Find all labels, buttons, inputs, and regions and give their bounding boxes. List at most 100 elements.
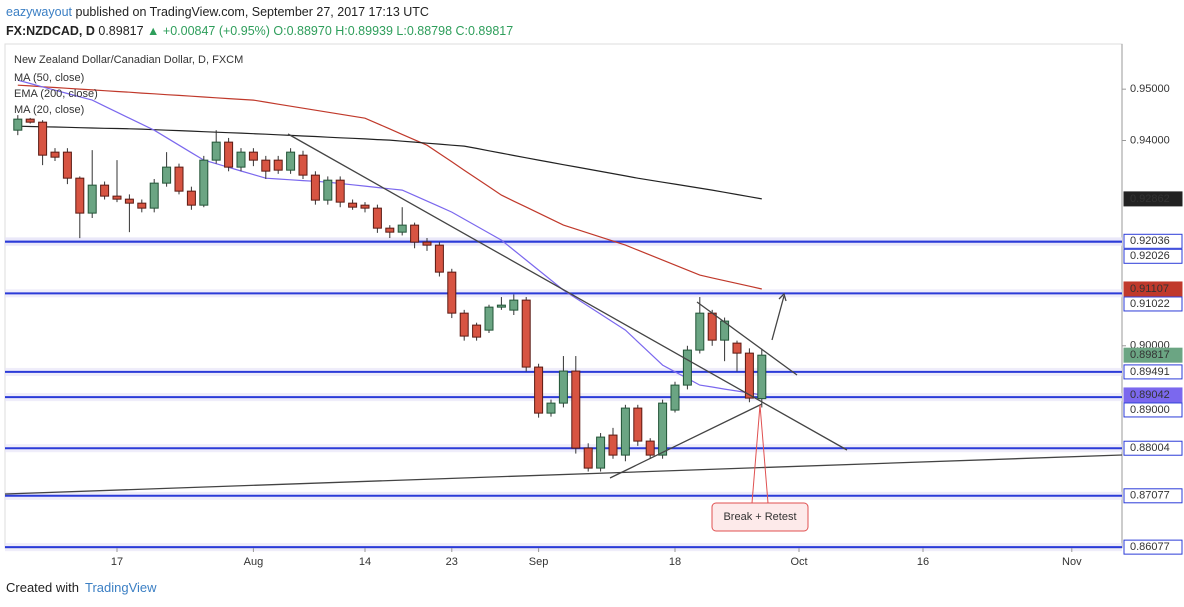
brand[interactable]: TradingView xyxy=(84,580,157,595)
candle-body xyxy=(459,312,469,337)
callout-text: Break + Retest xyxy=(723,511,796,523)
created: Created with xyxy=(6,580,79,595)
callout-pointer xyxy=(751,404,761,504)
candle-body xyxy=(583,447,593,469)
candle-body xyxy=(174,166,184,192)
candle-body xyxy=(546,402,556,414)
x-tick-label: Aug xyxy=(244,556,264,568)
candle-body xyxy=(13,118,23,131)
candle-body xyxy=(186,190,196,206)
price-badge-label: 0.91022 xyxy=(1130,298,1170,310)
x-tick-label: Sep xyxy=(529,556,549,568)
price-badge xyxy=(1123,296,1183,312)
x-tick-label: 18 xyxy=(669,556,681,568)
arrow xyxy=(771,295,785,341)
candle-body xyxy=(323,179,333,201)
candle-body xyxy=(596,436,606,469)
candle-body xyxy=(633,407,643,442)
price-badge-label: 0.92036 xyxy=(1130,235,1170,247)
candle-body xyxy=(744,352,754,399)
trendline xyxy=(287,133,848,451)
candle-body xyxy=(137,202,147,209)
x-tick-label: 23 xyxy=(446,556,458,568)
candle-body xyxy=(620,407,630,456)
candle-body xyxy=(162,166,172,184)
user[interactable]: eazywayout xyxy=(6,5,73,19)
footer: Created with TradingView xyxy=(6,580,157,595)
price-badge-label: 0.92862 xyxy=(1130,193,1170,205)
candle-body xyxy=(447,271,457,314)
callout-pointer xyxy=(759,404,769,504)
candle-body xyxy=(410,224,420,243)
change: ▲ +0.00847 (+0.95%) xyxy=(147,24,270,38)
indicator-line xyxy=(17,125,762,200)
price-badge xyxy=(1123,191,1183,207)
legend-entry: EMA (200, close) xyxy=(14,88,98,100)
candle-body xyxy=(50,151,60,158)
price-badge-label: 0.87077 xyxy=(1130,490,1170,502)
legend-entry: MA (50, close) xyxy=(14,72,84,84)
y-tick-label: 0.94000 xyxy=(1130,134,1170,146)
candle-body xyxy=(75,177,85,214)
x-tick-label: 14 xyxy=(359,556,371,568)
candle-body xyxy=(571,370,581,449)
price-badge xyxy=(1123,402,1183,418)
y-tick-label: 0.95000 xyxy=(1130,83,1170,95)
x-tick-label: 16 xyxy=(917,556,929,568)
price-badge xyxy=(1123,364,1183,380)
candle-body xyxy=(695,312,705,351)
candle-body xyxy=(397,224,407,233)
candle-body xyxy=(62,151,72,179)
price-badge xyxy=(1123,488,1183,504)
candles xyxy=(13,115,767,472)
x-tick-label: Nov xyxy=(1062,556,1082,568)
candle-body xyxy=(521,299,531,368)
candle-body xyxy=(286,151,296,171)
callout-box xyxy=(711,502,809,532)
candle-body xyxy=(38,121,48,156)
candle-body xyxy=(310,174,320,201)
candle-body xyxy=(682,349,692,386)
candle-body xyxy=(472,324,482,338)
candle-body xyxy=(645,440,655,456)
indicators xyxy=(17,79,762,396)
ohlc: O:0.88970 H:0.89939 L:0.88798 C:0.89817 xyxy=(273,24,514,38)
price-badge xyxy=(1123,233,1183,249)
x-tick-label: 17 xyxy=(111,556,123,568)
price-badge xyxy=(1123,281,1183,297)
trendlines xyxy=(4,133,1123,495)
candle-body xyxy=(385,227,395,233)
candle-body xyxy=(224,141,234,168)
candle-body xyxy=(372,207,382,229)
candle-body xyxy=(509,299,519,311)
trendline xyxy=(4,454,1123,495)
candle-body xyxy=(298,154,308,176)
price-badge-label: 0.91107 xyxy=(1130,283,1169,295)
price-badge xyxy=(1123,347,1183,363)
candle-body xyxy=(720,320,730,341)
price: 0.89817 xyxy=(98,24,144,38)
candle-body xyxy=(534,366,544,414)
candle-body xyxy=(149,182,159,209)
price-badge-label: 0.88004 xyxy=(1130,442,1170,454)
x-tick-label: Oct xyxy=(790,556,807,568)
candle-body xyxy=(100,184,110,197)
candle-body xyxy=(658,402,668,456)
indicator-line xyxy=(17,84,762,290)
legend-entry: MA (20, close) xyxy=(14,104,84,116)
candle-body xyxy=(25,118,35,123)
indicator-line xyxy=(17,79,762,396)
candle-body xyxy=(496,304,506,308)
candle-body xyxy=(348,202,358,208)
price-badge xyxy=(1123,440,1183,456)
arrow-head xyxy=(778,292,787,302)
candle-body xyxy=(422,241,432,246)
price-badge-label: 0.89000 xyxy=(1130,404,1170,416)
candle-body xyxy=(757,354,767,400)
price-badge xyxy=(1123,539,1183,555)
candle-body xyxy=(199,159,209,206)
candle-body xyxy=(360,204,370,209)
